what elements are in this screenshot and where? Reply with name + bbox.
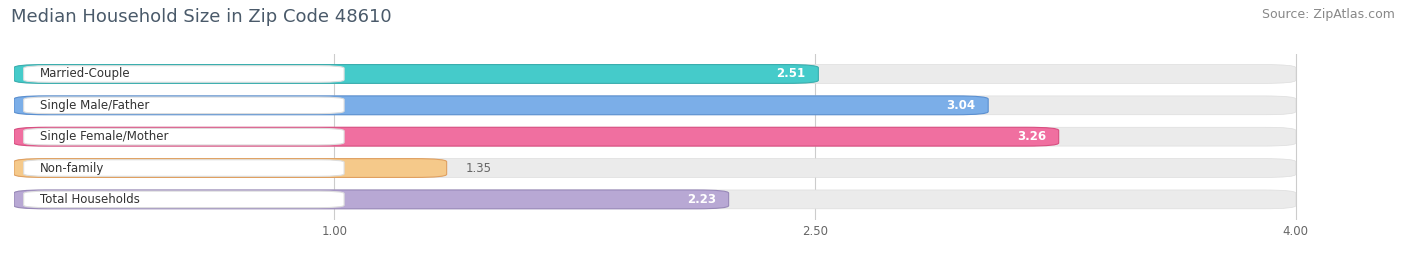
Text: Single Female/Mother: Single Female/Mother <box>39 130 169 143</box>
Text: 1.35: 1.35 <box>465 162 492 174</box>
Text: Total Households: Total Households <box>39 193 139 206</box>
Text: 2.23: 2.23 <box>686 193 716 206</box>
Text: Single Male/Father: Single Male/Father <box>39 99 149 112</box>
FancyBboxPatch shape <box>14 96 1296 115</box>
FancyBboxPatch shape <box>24 191 344 208</box>
FancyBboxPatch shape <box>14 127 1059 146</box>
FancyBboxPatch shape <box>14 127 1296 146</box>
FancyBboxPatch shape <box>24 128 344 145</box>
Text: Non-family: Non-family <box>39 162 104 174</box>
Text: Source: ZipAtlas.com: Source: ZipAtlas.com <box>1261 8 1395 21</box>
FancyBboxPatch shape <box>24 160 344 176</box>
FancyBboxPatch shape <box>14 65 1296 83</box>
Text: 3.26: 3.26 <box>1017 130 1046 143</box>
FancyBboxPatch shape <box>14 159 447 177</box>
FancyBboxPatch shape <box>14 65 818 83</box>
FancyBboxPatch shape <box>14 159 1296 177</box>
FancyBboxPatch shape <box>24 97 344 114</box>
FancyBboxPatch shape <box>14 190 728 209</box>
FancyBboxPatch shape <box>14 96 988 115</box>
Text: 2.51: 2.51 <box>776 68 806 80</box>
FancyBboxPatch shape <box>14 190 1296 209</box>
Text: Married-Couple: Married-Couple <box>39 68 131 80</box>
Text: Median Household Size in Zip Code 48610: Median Household Size in Zip Code 48610 <box>11 8 392 26</box>
Text: 3.04: 3.04 <box>946 99 976 112</box>
FancyBboxPatch shape <box>24 66 344 82</box>
